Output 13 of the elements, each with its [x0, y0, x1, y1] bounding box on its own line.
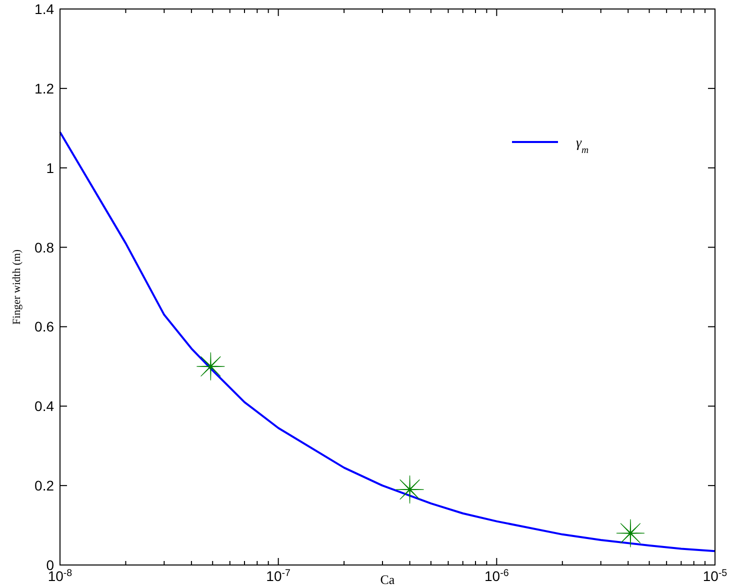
x-axis-title: Ca [380, 572, 395, 586]
legend-label: γ$_{m}$ [576, 136, 589, 156]
x-tick-label: 10$^{-7}$ [266, 568, 290, 584]
x-tick-label: 10$^{-6}$ [484, 568, 510, 584]
y-tick-label: 1.2 [34, 80, 54, 96]
y-tick-label: 1.4 [34, 1, 54, 17]
y-axis-title: Finger width (m) [11, 249, 23, 325]
y-tick-label: 0.6 [34, 318, 54, 335]
y-tick-label: 0.8 [34, 239, 54, 256]
x-tick-label: 10$^{-5}$ [702, 568, 728, 584]
y-tick-label: 0.4 [34, 398, 54, 414]
y-tick-label: 0.2 [34, 478, 54, 494]
y-tick-label: 1 [46, 160, 54, 176]
